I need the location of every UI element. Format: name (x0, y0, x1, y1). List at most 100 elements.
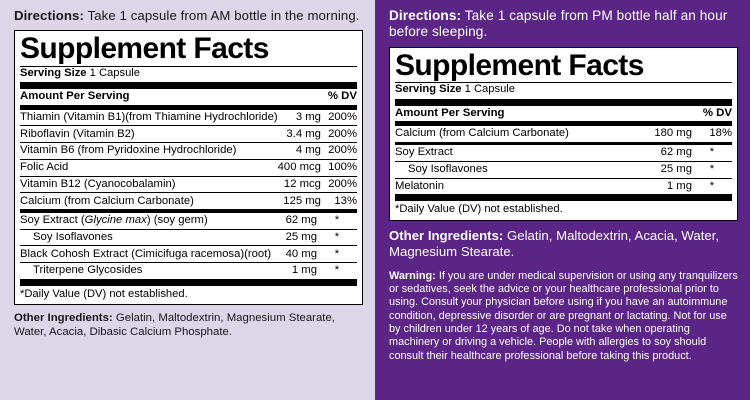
am-directions-label: Directions: (14, 8, 84, 23)
am-row2-0-name-italic: Glycine max (84, 213, 147, 226)
pm-rule-thick-bottom (395, 194, 732, 202)
am-other-ingredients-text: Gelatin, Maltodextrin, Magnesium Stearat… (14, 312, 335, 338)
am-row-2-dv: 200% (320, 142, 357, 160)
pm-row-0-dv: 18% (709, 126, 732, 139)
pm-warning-text: If you are under medical supervision or … (389, 269, 738, 362)
table-row: Triterpene Glycosides 1 mg * (20, 263, 357, 279)
pm-rule-thick-top (395, 98, 732, 106)
am-row-1-name: Riboflavin (Vitamin B2) (20, 125, 278, 144)
table-row: Vitamin B6 (from Pyridoxine Hydrochlorid… (20, 142, 357, 160)
pm-row2-1-dv: * (692, 161, 732, 179)
table-row: Soy Extract 62 mg * (395, 145, 732, 162)
am-supplement-facts-box: Supplement Facts Serving Size 1 Capsule … (14, 30, 363, 306)
am-serving-size: Serving Size 1 Capsule (20, 67, 357, 82)
am-row2-2-name: Black Cohosh Extract (Cimicifuga racemos… (20, 245, 284, 264)
am-rule-under-title (20, 65, 357, 67)
am-row-2-name: Vitamin B6 (from Pyridoxine Hydrochlorid… (20, 142, 278, 160)
pm-row2-2-amount: 1 mg (666, 179, 692, 192)
am-row2-1-name: Soy Isoflavones (20, 229, 284, 247)
table-row: Vitamin B12 (Cyanocobalamin) 12 mcg 200% (20, 176, 357, 194)
pm-supplement-facts-title: Supplement Facts (395, 48, 644, 82)
am-row-3-amount: 400 mcg (277, 159, 321, 177)
table-row: Thiamin (Vitamin B1)(from Thiamine Hydro… (20, 109, 357, 127)
am-panel: Directions: Take 1 capsule from AM bottl… (0, 0, 375, 400)
pm-rule-mid (395, 141, 732, 146)
am-row2-0-amount: 62 mg (283, 212, 317, 230)
pm-row2-0-amount: 62 mg (616, 145, 692, 162)
pm-serving-size-label: Serving Size (395, 83, 462, 96)
am-row2-0-name-post: ) (soy germ) (146, 213, 208, 226)
am-row2-2-amount: 40 mg (283, 245, 317, 264)
pm-warning: Warning: If you are under medical superv… (389, 270, 738, 363)
am-rule-thick-top (20, 82, 357, 90)
am-row2-2-dv: * (317, 245, 357, 264)
am-header-amount: Amount Per Serving (20, 89, 317, 107)
am-row-4-name: Vitamin B12 (Cyanocobalamin) (20, 176, 278, 194)
am-rule-mid (20, 209, 357, 213)
pm-row2-1-amount: 25 mg (616, 161, 692, 179)
pm-other-ingredients: Other Ingredients: Gelatin, Maltodextrin… (389, 228, 738, 261)
am-nutrient-table: Amount Per Serving % DV (20, 89, 357, 107)
am-footnote: *Daily Value (DV) not established. (20, 287, 188, 300)
am-rule-under-header (20, 106, 357, 110)
table-row: Soy Isoflavones 25 mg * (20, 229, 357, 247)
am-row-4-dv: 200% (320, 176, 357, 194)
am-row2-1-amount: 25 mg (283, 229, 317, 247)
am-botanical-rows: Soy Extract (Glycine max) (soy germ) 62 … (20, 212, 357, 279)
table-row: Calcium (from Calcium Carbonate) 125 mg … (20, 193, 357, 209)
am-vitamin-rows: Thiamin (Vitamin B1)(from Thiamine Hydro… (20, 109, 357, 210)
table-row: Riboflavin (Vitamin B2) 3.4 mg 200% (20, 125, 357, 144)
pm-vitamin-rows: Calcium (from Calcium Carbonate) 180 mg … (395, 126, 732, 142)
am-directions: Directions: Take 1 capsule from AM bottl… (14, 8, 363, 23)
am-other-ingredients: Other Ingredients: Gelatin, Maltodextrin… (14, 312, 363, 339)
pm-footnote: *Daily Value (DV) not established. (395, 203, 563, 216)
pm-header-dv: % DV (692, 105, 732, 123)
am-other-ingredients-label: Other Ingredients: (14, 312, 113, 325)
pm-directions: Directions: Take 1 capsule from PM bottl… (389, 8, 738, 40)
pm-panel: Directions: Take 1 capsule from PM bottl… (375, 0, 750, 400)
pm-row2-0-name: Soy Extract (395, 145, 617, 162)
am-row2-3-dv: * (334, 264, 340, 277)
pm-other-ingredients-label: Other Ingredients: (389, 227, 504, 243)
am-row-4-amount: 12 mcg (277, 176, 321, 194)
table-row: Calcium (from Calcium Carbonate) 180 mg … (395, 126, 732, 142)
pm-row2-1-name: Soy Isoflavones (395, 161, 617, 179)
am-rule-thick-bottom (20, 278, 357, 286)
pm-rule-under-title (395, 82, 732, 84)
am-supplement-facts-title: Supplement Facts (20, 32, 269, 66)
am-row-1-dv: 200% (320, 125, 357, 144)
am-row-5-name: Calcium (from Calcium Carbonate) (20, 194, 194, 207)
table-row: Black Cohosh Extract (Cimicifuga racemos… (20, 245, 357, 264)
am-row2-3-amount: 1 mg (291, 264, 317, 277)
table-row: Soy Isoflavones 25 mg * (395, 161, 732, 179)
pm-supplement-facts-box: Supplement Facts Serving Size 1 Capsule … (389, 46, 738, 221)
pm-nutrient-table: Amount Per Serving % DV (395, 105, 732, 123)
am-table-header-row: Amount Per Serving % DV (20, 89, 357, 107)
pm-serving-size-value: 1 Capsule (464, 83, 516, 96)
pm-directions-label: Directions: (389, 8, 462, 23)
am-row2-0-name-pre: Soy Extract ( (20, 213, 85, 226)
am-row-1-amount: 3.4 mg (277, 125, 321, 144)
am-directions-text: Take 1 capsule from AM bottle in the mor… (87, 8, 360, 23)
am-serving-size-value: 1 Capsule (89, 66, 141, 79)
am-row-0-amount: 3 mg (277, 109, 321, 127)
pm-botanical-rows: Soy Extract 62 mg * Soy Isoflavones 25 m… (395, 145, 732, 194)
am-row-5-amount: 125 mg (283, 194, 321, 207)
am-row2-1-dv: * (317, 229, 357, 247)
pm-other-ingredients-text: Gelatin, Maltodextrin, Acacia, Water, Ma… (389, 227, 720, 260)
am-row-0-name: Thiamin (Vitamin B1)(from Thiamine Hydro… (20, 109, 278, 127)
am-serving-size-label: Serving Size (20, 66, 87, 79)
table-row: Soy Extract (Glycine max) (soy germ) 62 … (20, 212, 357, 230)
table-row: Melatonin 1 mg * (395, 178, 732, 194)
am-row2-0-name: Soy Extract (Glycine max) (soy germ) (20, 212, 284, 230)
pm-row-0-amount: 180 mg (654, 126, 692, 139)
am-row2-0-dv: * (317, 212, 357, 230)
pm-serving-size: Serving Size 1 Capsule (395, 83, 732, 98)
am-row-3-name: Folic Acid (20, 159, 278, 177)
am-row2-3-name: Triterpene Glycosides (33, 264, 143, 277)
pm-row-0-name: Calcium (from Calcium Carbonate) (395, 126, 569, 139)
am-row-5-dv: 13% (334, 194, 357, 207)
pm-table-header-row: Amount Per Serving % DV (395, 105, 732, 123)
table-row: Folic Acid 400 mcg 100% (20, 159, 357, 177)
pm-row2-0-dv: * (692, 145, 732, 162)
